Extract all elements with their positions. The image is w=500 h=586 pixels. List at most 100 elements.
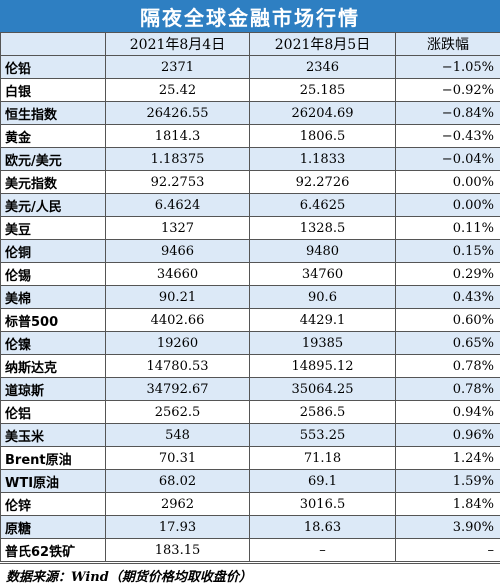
value-date-2: 90.6	[249, 285, 396, 309]
change-pct: 0.00%	[395, 170, 500, 194]
row-name: 原糖	[0, 515, 106, 539]
value-date-1: 1814.3	[105, 124, 250, 148]
value-date-2: 35064.25	[249, 377, 396, 401]
table-row: 道琼斯 34792.67 35064.25 0.78%	[0, 377, 500, 401]
change-pct: 0.78%	[395, 377, 500, 401]
value-date-2: 25.185	[249, 78, 396, 102]
value-date-2: 2346	[249, 55, 396, 79]
row-name: 标普500	[0, 308, 106, 332]
row-name: 黄金	[0, 124, 106, 148]
row-name: 伦铜	[0, 239, 106, 263]
value-date-1: 183.15	[105, 538, 250, 562]
row-name: 道琼斯	[0, 377, 106, 401]
change-pct: 0.43%	[395, 285, 500, 309]
table-row: 纳斯达克 14780.53 14895.12 0.78%	[0, 354, 500, 378]
table-row: 伦镍 19260 19385 0.65%	[0, 331, 500, 355]
value-date-2: 9480	[249, 239, 396, 263]
change-pct: 0.29%	[395, 262, 500, 286]
value-date-1: 34792.67	[105, 377, 250, 401]
header-change: 涨跌幅	[395, 32, 500, 56]
value-date-2: 3016.5	[249, 492, 396, 516]
value-date-2: 1.1833	[249, 147, 396, 171]
table-row: 伦铜 9466 9480 0.15%	[0, 239, 500, 263]
change-pct: −0.43%	[395, 124, 500, 148]
row-name: 白银	[0, 78, 106, 102]
value-date-1: 34660	[105, 262, 250, 286]
table-row: 伦锌 2962 3016.5 1.84%	[0, 492, 500, 516]
value-date-2: 14895.12	[249, 354, 396, 378]
value-date-2: 4429.1	[249, 308, 396, 332]
value-date-2: 6.4625	[249, 193, 396, 217]
change-pct: 1.59%	[395, 469, 500, 493]
row-name: 美棉	[0, 285, 106, 309]
data-source-note: 数据来源：Wind（期货价格均取收盘价）	[0, 563, 500, 586]
change-pct: −0.04%	[395, 147, 500, 171]
value-date-1: 70.31	[105, 446, 250, 470]
value-date-2: –	[249, 538, 396, 562]
value-date-2: 69.1	[249, 469, 396, 493]
table-row: 标普500 4402.66 4429.1 0.60%	[0, 308, 500, 332]
table-row: 美元指数 92.2753 92.2726 0.00%	[0, 170, 500, 194]
change-pct: –	[395, 538, 500, 562]
table-row: 伦铅 2371 2346 −1.05%	[0, 55, 500, 79]
value-date-1: 1.18375	[105, 147, 250, 171]
value-date-1: 6.4624	[105, 193, 250, 217]
value-date-1: 1327	[105, 216, 250, 240]
value-date-1: 548	[105, 423, 250, 447]
value-date-2: 18.63	[249, 515, 396, 539]
value-date-1: 2562.5	[105, 400, 250, 424]
change-pct: 0.65%	[395, 331, 500, 355]
value-date-2: 1806.5	[249, 124, 396, 148]
table-row: Brent原油 70.31 71.18 1.24%	[0, 446, 500, 470]
row-name: 伦镍	[0, 331, 106, 355]
table-row: 恒生指数 26426.55 26204.69 −0.84%	[0, 101, 500, 125]
table-row: 美棉 90.21 90.6 0.43%	[0, 285, 500, 309]
table-row: 白银 25.42 25.185 −0.92%	[0, 78, 500, 102]
row-name: 恒生指数	[0, 101, 106, 125]
row-name: 美元指数	[0, 170, 106, 194]
row-name: 欧元/美元	[0, 147, 106, 171]
change-pct: 0.00%	[395, 193, 500, 217]
row-name: 纳斯达克	[0, 354, 106, 378]
value-date-1: 4402.66	[105, 308, 250, 332]
change-pct: 0.78%	[395, 354, 500, 378]
table-row: 黄金 1814.3 1806.5 −0.43%	[0, 124, 500, 148]
row-name: WTI原油	[0, 469, 106, 493]
table-row: 伦锡 34660 34760 0.29%	[0, 262, 500, 286]
row-name: 美豆	[0, 216, 106, 240]
table-row: 美元/人民 6.4624 6.4625 0.00%	[0, 193, 500, 217]
value-date-1: 26426.55	[105, 101, 250, 125]
market-quotes-table: 2021年8月4日 2021年8月5日 涨跌幅 伦铅 2371 2346 −1.05%…	[0, 32, 500, 562]
change-pct: −1.05%	[395, 55, 500, 79]
table-row: 原糖 17.93 18.63 3.90%	[0, 515, 500, 539]
value-date-1: 2962	[105, 492, 250, 516]
value-date-2: 2586.5	[249, 400, 396, 424]
table-row: 伦铝 2562.5 2586.5 0.94%	[0, 400, 500, 424]
change-pct: 1.84%	[395, 492, 500, 516]
value-date-2: 19385	[249, 331, 396, 355]
change-pct: 3.90%	[395, 515, 500, 539]
row-name: 伦铅	[0, 55, 106, 79]
row-name: 伦铝	[0, 400, 106, 424]
value-date-2: 553.25	[249, 423, 396, 447]
header-row: 2021年8月4日 2021年8月5日 涨跌幅	[0, 32, 500, 56]
header-item	[0, 32, 106, 56]
table-row: 美豆 1327 1328.5 0.11%	[0, 216, 500, 240]
table-row: 美玉米 548 553.25 0.96%	[0, 423, 500, 447]
value-date-1: 17.93	[105, 515, 250, 539]
row-name: 普氏62铁矿	[0, 538, 106, 562]
change-pct: −0.84%	[395, 101, 500, 125]
value-date-2: 92.2726	[249, 170, 396, 194]
value-date-1: 19260	[105, 331, 250, 355]
value-date-2: 34760	[249, 262, 396, 286]
row-name: 美元/人民	[0, 193, 106, 217]
row-name: 伦锡	[0, 262, 106, 286]
change-pct: 0.96%	[395, 423, 500, 447]
table-row: 欧元/美元 1.18375 1.1833 −0.04%	[0, 147, 500, 171]
value-date-1: 68.02	[105, 469, 250, 493]
change-pct: 0.94%	[395, 400, 500, 424]
change-pct: 0.60%	[395, 308, 500, 332]
row-name: 美玉米	[0, 423, 106, 447]
value-date-2: 71.18	[249, 446, 396, 470]
